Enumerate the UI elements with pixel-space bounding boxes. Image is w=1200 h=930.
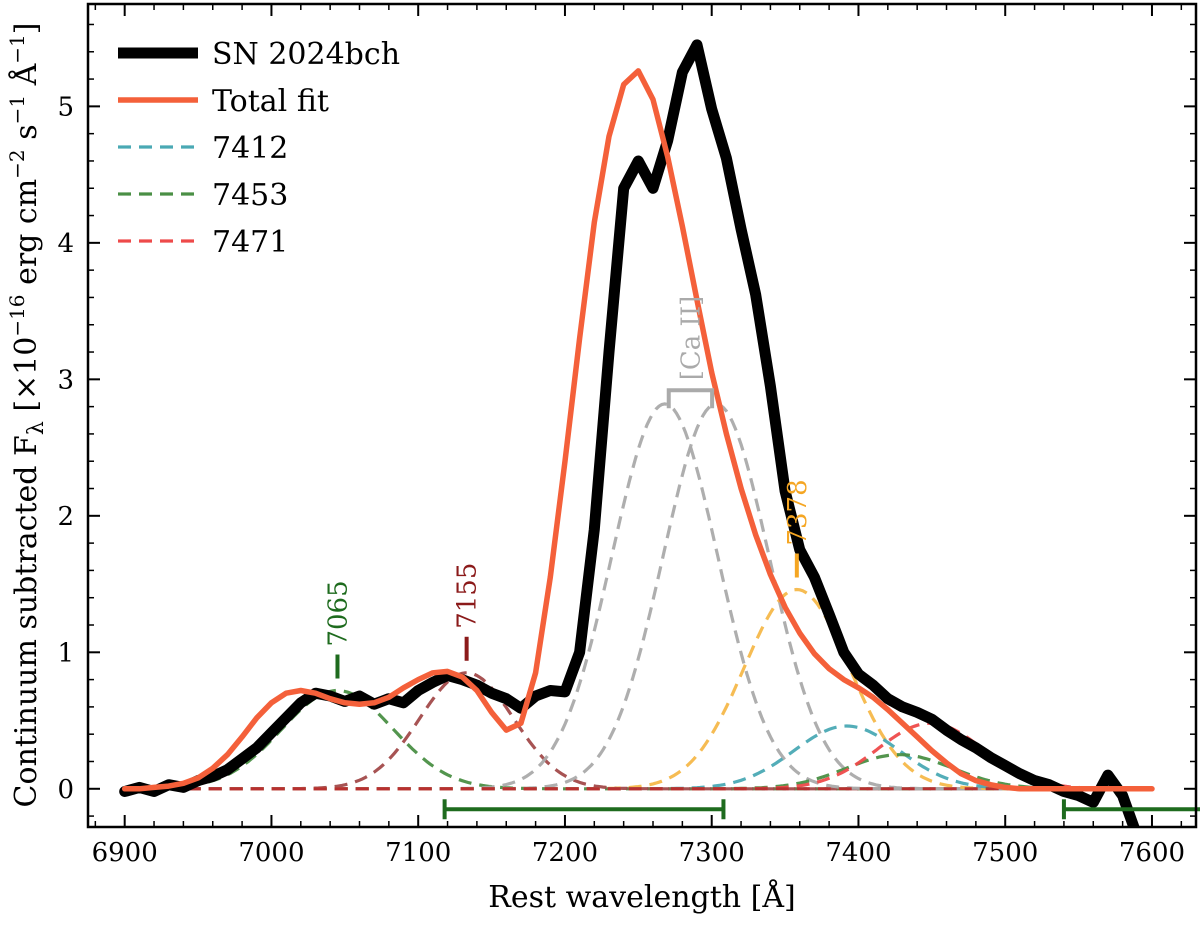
- legend-label: 7412: [212, 131, 288, 166]
- y-tick-label: 3: [57, 365, 74, 395]
- x-tick-label: 7200: [532, 838, 598, 868]
- y-tick-label: 1: [57, 638, 74, 668]
- series-layer: [119, 39, 1155, 827]
- component-7065: [124, 688, 1152, 791]
- x-tick-label: 7600: [1119, 838, 1185, 868]
- legend: SN 2024bch Total fit 7412 7453 7471: [118, 37, 400, 260]
- annotation-label-7378: 7378: [783, 479, 813, 545]
- annotation-label-7155: 7155: [453, 563, 483, 629]
- y-tick-label: 0: [57, 775, 74, 805]
- x-tick-label: 7000: [238, 838, 304, 868]
- x-tick-label: 7400: [825, 838, 891, 868]
- x-tick-label: 7300: [679, 838, 745, 868]
- x-axis-label: Rest wavelength [Å]: [488, 879, 795, 915]
- annotation-label-7065: 7065: [323, 580, 353, 646]
- observed-spectrum-line: [119, 39, 1140, 827]
- plot-frame: [86, 2, 1198, 829]
- x-tick-label: 7500: [972, 838, 1038, 868]
- y-tick-label: 4: [57, 229, 74, 259]
- tick-layer: 6900 7000 7100 7200 7300 7400 7500 7600 0 1 2 3 4 5: [57, 4, 1196, 868]
- ca-ii-label: [Ca II]: [676, 296, 706, 381]
- annotation-layer: 7065 7155 7378 [Ca II]: [323, 296, 1200, 820]
- legend-label: 7453: [212, 178, 288, 213]
- x-tick-label: 7100: [385, 838, 451, 868]
- ca-ii-bracket: [666, 388, 715, 409]
- y-tick-label: 2: [57, 502, 74, 532]
- x-tick-label: 6900: [92, 838, 158, 868]
- legend-label: 7471: [212, 225, 288, 260]
- legend-label: SN 2024bch: [212, 37, 400, 72]
- y-axis-label: Continuum subtracted Fλ [×10−16 erg cm−2…: [5, 23, 49, 808]
- y-tick-label: 5: [57, 92, 74, 122]
- total-fit-line: [121, 68, 1155, 792]
- legend-label: Total fit: [212, 84, 329, 119]
